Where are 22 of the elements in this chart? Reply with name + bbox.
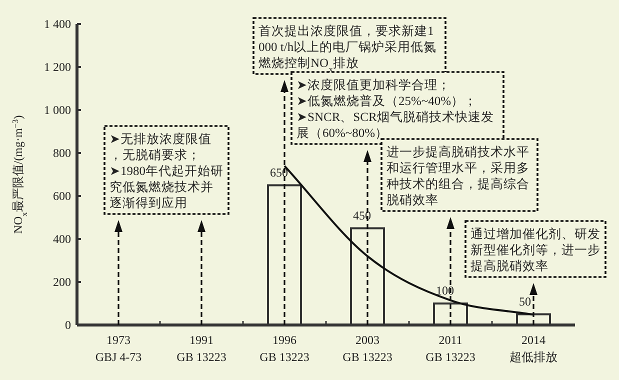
x-tick-label: 1996 GB 13223 [260, 333, 310, 364]
y-tick-label: 400 [53, 232, 71, 246]
y-tick-label: 1 400 [44, 17, 71, 31]
data-label: 100 [436, 284, 454, 298]
annotation: ➤无排放浓度限值，无脱硝要求； ➤1980年代起开始研究低氮燃烧技术并逐渐得到应用 [110, 131, 224, 210]
data-label: 650 [270, 165, 288, 180]
annotation: 进一步提高脱硝技术水平和运行管理水平，采用多种技术的组合，提高综合脱硝效率 [386, 144, 530, 207]
x-tick-label: 2003 GB 13223 [342, 333, 392, 364]
x-tick-label: 1973 GBJ 4-73 [95, 333, 142, 364]
data-label: 450 [353, 208, 371, 222]
annotation: 通过增加催化剂、研发新型催化剂等，进一步提高脱硝效率 [470, 226, 600, 273]
y-tick-label: 800 [53, 146, 71, 160]
x-tick-label: 2014 超低排放 [510, 333, 558, 364]
y-tick-label: 1 200 [44, 60, 71, 74]
y-tick-label: 0 [65, 318, 71, 332]
y-tick-label: 600 [53, 189, 71, 203]
y-tick-label: 1 000 [44, 103, 71, 117]
annotation: ➤浓度限值更加科学合理； ➤低氮燃烧普及（25%~40%）； ➤SNCR、SCR烟气脱硝技术快速发展（60%~80%） [296, 77, 494, 140]
x-tick-label: 2011 GB 13223 [426, 333, 476, 364]
x-tick-label: 1991 GB 13223 [176, 333, 226, 364]
y-tick-label: 200 [53, 275, 71, 289]
data-label: 50 [519, 294, 531, 308]
